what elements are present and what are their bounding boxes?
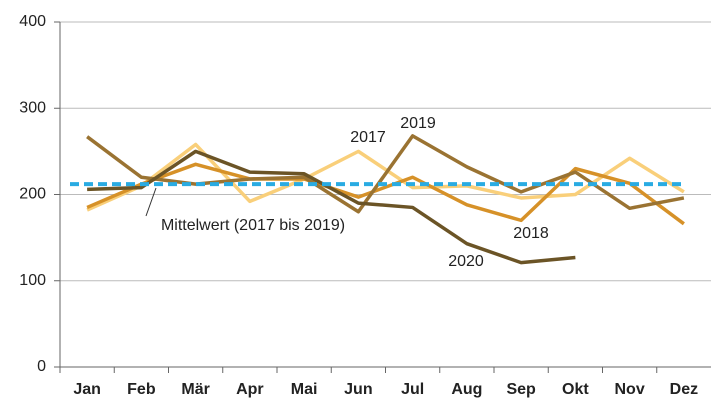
series-label: 2020 bbox=[448, 253, 484, 270]
x-tick-label: Okt bbox=[562, 381, 589, 398]
mean-label: Mittelwert (2017 bis 2019) bbox=[161, 217, 345, 234]
x-tick-label: Dez bbox=[670, 381, 698, 398]
x-tick-label: Mär bbox=[181, 381, 209, 398]
x-tick-label: Feb bbox=[127, 381, 156, 398]
y-tick-label: 100 bbox=[19, 272, 46, 289]
series-label: 2018 bbox=[513, 225, 549, 242]
x-tick-label: Aug bbox=[451, 381, 482, 398]
y-tick-label: 300 bbox=[19, 99, 46, 116]
series-line bbox=[86, 142, 685, 212]
x-tick-label: Jun bbox=[344, 381, 372, 398]
x-tick-label: Nov bbox=[615, 381, 645, 398]
y-tick-label: 0 bbox=[37, 358, 46, 375]
series-label: 2019 bbox=[400, 115, 436, 132]
y-tick-label: 400 bbox=[19, 13, 46, 30]
series-label: 2017 bbox=[350, 129, 386, 146]
series-line bbox=[86, 162, 685, 226]
x-tick-label: Mai bbox=[291, 381, 318, 398]
y-tick-label: 200 bbox=[19, 186, 46, 203]
x-tick-label: Apr bbox=[236, 381, 264, 398]
mean-leader bbox=[145, 187, 157, 217]
x-tick-label: Jul bbox=[401, 381, 424, 398]
x-tick-label: Sep bbox=[506, 381, 536, 398]
series-line bbox=[87, 149, 576, 265]
x-tick-label: Jan bbox=[73, 381, 101, 398]
